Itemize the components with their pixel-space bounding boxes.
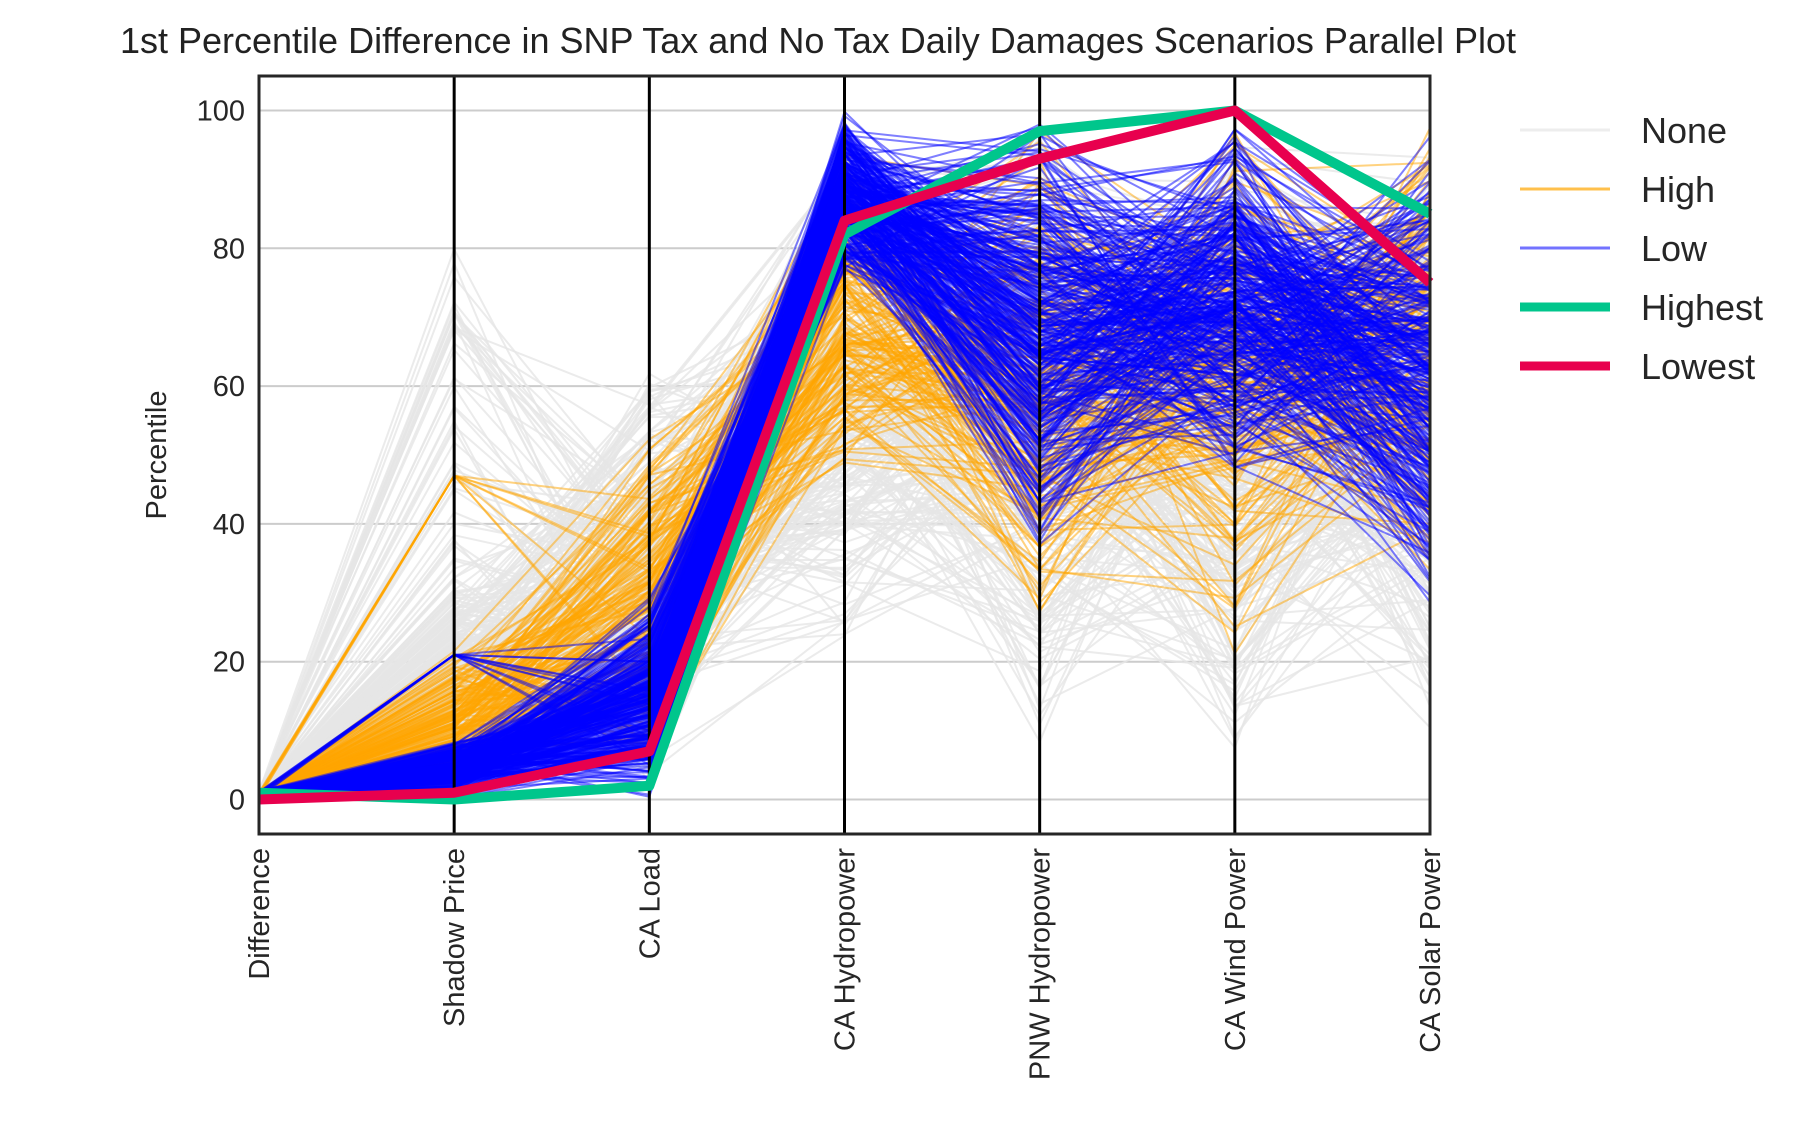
x-tick-label: CA Wind Power — [1220, 848, 1252, 1051]
y-tick-label: 60 — [213, 371, 245, 403]
legend-label: None — [1641, 110, 1727, 151]
x-tick-label: PNW Hydropower — [1025, 848, 1057, 1080]
y-tick-label: 0 — [229, 785, 245, 817]
y-tick-label: 80 — [213, 233, 245, 265]
legend-label: High — [1641, 169, 1715, 210]
x-tick-label: Shadow Price — [439, 848, 471, 1027]
legend: None High Low Highest Lowest — [1520, 110, 1763, 387]
y-tick-label: 100 — [197, 95, 245, 127]
parallel-axes — [452, 76, 1237, 834]
y-axis-label: Percentile — [141, 391, 173, 520]
y-ticks: 0 20 40 60 80 100 — [197, 95, 245, 816]
legend-label: Lowest — [1641, 346, 1755, 387]
series-line-lowest — [258, 105, 1434, 805]
y-tick-label: 40 — [213, 509, 245, 541]
chart-title: 1st Percentile Difference in SNP Tax and… — [120, 20, 1516, 61]
legend-label: Highest — [1641, 287, 1763, 328]
x-tick-label: CA Load — [634, 848, 666, 959]
x-ticks: Difference Shadow Price CA Load CA Hydropow… — [244, 848, 1447, 1080]
legend-label: Low — [1641, 228, 1708, 269]
x-tick-label: CA Hydropower — [830, 848, 862, 1051]
x-tick-label: CA Solar Power — [1415, 848, 1447, 1053]
highlight-lines — [258, 105, 1434, 805]
x-tick-label: Difference — [244, 848, 276, 980]
plot-frame — [257, 74, 1432, 836]
y-tick-label: 20 — [213, 647, 245, 679]
